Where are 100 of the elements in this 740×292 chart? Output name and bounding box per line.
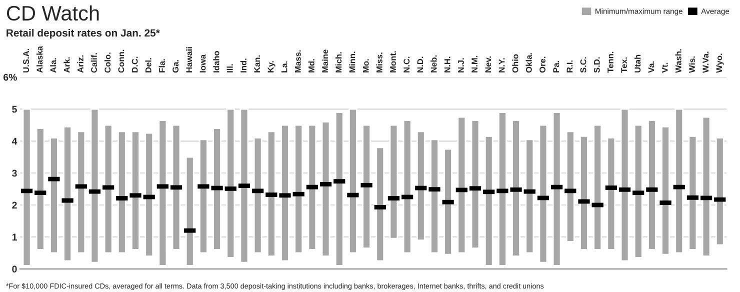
bar <box>144 132 154 257</box>
x-tick-label: N.M. <box>472 56 478 72</box>
x-tick-label: Neb. <box>430 55 437 72</box>
chart-title: CD Watch <box>6 5 99 21</box>
bar <box>444 148 453 256</box>
bar <box>117 130 126 254</box>
bar <box>334 112 344 266</box>
x-tick-label: Wash. <box>675 49 682 73</box>
x-tick-label: Tex. <box>621 57 627 73</box>
bar <box>389 124 398 240</box>
bar <box>348 108 358 254</box>
bar <box>266 130 276 257</box>
y-tick-label: 3 <box>12 170 17 177</box>
bar <box>131 130 140 250</box>
x-tick-label: Ariz. <box>77 55 84 73</box>
x-tick-label: U.S.A. <box>23 48 30 72</box>
bar <box>470 120 480 249</box>
y-tick-label: 2 <box>12 202 17 209</box>
bar <box>593 124 602 250</box>
x-tick-label: Iowa <box>200 54 206 72</box>
bar <box>294 124 304 254</box>
bar <box>172 124 181 250</box>
bar <box>498 112 507 266</box>
x-tick-label: Ohio <box>512 54 518 73</box>
x-tick-label: Ga. <box>172 60 179 73</box>
bar <box>402 120 412 254</box>
bar <box>715 137 724 246</box>
x-tick-label: Nev. <box>485 56 492 72</box>
x-tick-label: Md. <box>308 59 314 72</box>
bar <box>63 126 72 262</box>
x-tick-label: N.H. <box>444 56 450 72</box>
x-tick-label: N.D. <box>417 56 424 72</box>
bar <box>280 124 290 262</box>
x-tick-label: Fla. <box>158 59 165 72</box>
x-tick-label: Mont. <box>390 51 396 72</box>
bar <box>36 128 45 250</box>
x-tick-label: Wis. <box>688 56 695 73</box>
bar <box>566 130 575 242</box>
bar <box>158 120 168 266</box>
x-tick-label: Ill. <box>226 64 233 72</box>
x-tick-label: Conn. <box>118 50 124 73</box>
x-tick-label: Wyo. <box>716 54 724 73</box>
x-tick-label: Del. <box>145 58 152 72</box>
x-tick-label: Ind. <box>240 58 246 72</box>
x-tick-label: Alaska <box>36 46 43 73</box>
bar <box>606 137 616 250</box>
x-tick-label: N.Y. <box>498 58 505 72</box>
bar <box>688 136 698 250</box>
x-tick-label: Pa. <box>553 60 560 72</box>
x-tick-label: Idaho <box>213 51 220 72</box>
bar <box>240 108 249 264</box>
x-tick-label: S.D. <box>594 57 600 73</box>
y-tick-label: 6% <box>4 74 17 81</box>
bar <box>90 108 100 264</box>
x-tick-label: Ky. <box>268 61 276 72</box>
x-tick-label: D.C. <box>132 56 138 72</box>
bar <box>648 120 656 250</box>
x-tick-label: N.C. <box>404 56 410 72</box>
bar <box>185 156 194 266</box>
bar <box>674 108 684 254</box>
bar <box>538 124 548 264</box>
x-tick-label: Colo. <box>104 52 111 73</box>
y-tick-label: 4 <box>12 138 18 145</box>
bar <box>702 116 711 257</box>
bar <box>199 138 208 254</box>
x-tick-label: Calif. <box>90 53 97 73</box>
x-tick-label: R.I. <box>566 60 573 72</box>
x-tick-label: Utah <box>634 54 641 72</box>
x-tick-label: S.C. <box>580 57 586 73</box>
bar <box>430 138 439 254</box>
x-tick-label: Mo. <box>362 59 369 72</box>
x-tick-label: Maine <box>322 50 328 72</box>
bar <box>308 124 317 250</box>
y-tick-label: 1 <box>12 234 17 240</box>
bar <box>484 136 494 266</box>
x-tick-label: Ala. <box>50 58 56 73</box>
bar <box>634 124 643 258</box>
bar <box>620 108 630 262</box>
x-tick-label: Vt. <box>662 62 668 73</box>
x-tick-label: Ark. <box>64 57 70 73</box>
x-tick-label: W.Va. <box>702 52 709 73</box>
bar <box>50 137 58 254</box>
bar <box>376 146 385 262</box>
bar <box>253 137 262 254</box>
x-tick-label: Ore. <box>540 56 546 73</box>
bar <box>76 130 86 254</box>
x-tick-label: Kan. <box>254 55 260 72</box>
bar <box>552 112 562 266</box>
x-tick-label: La. <box>281 61 288 72</box>
x-tick-label: Okla. <box>526 53 532 73</box>
x-tick-label: Mich. <box>335 52 342 72</box>
bar <box>525 138 534 254</box>
x-tick-label: N.J. <box>458 58 464 72</box>
bar <box>362 124 371 249</box>
bar <box>22 108 32 266</box>
bar <box>226 108 236 258</box>
bar <box>104 124 113 254</box>
bar <box>457 116 466 254</box>
bar <box>321 121 330 257</box>
x-tick-label: Miss. <box>376 52 382 72</box>
